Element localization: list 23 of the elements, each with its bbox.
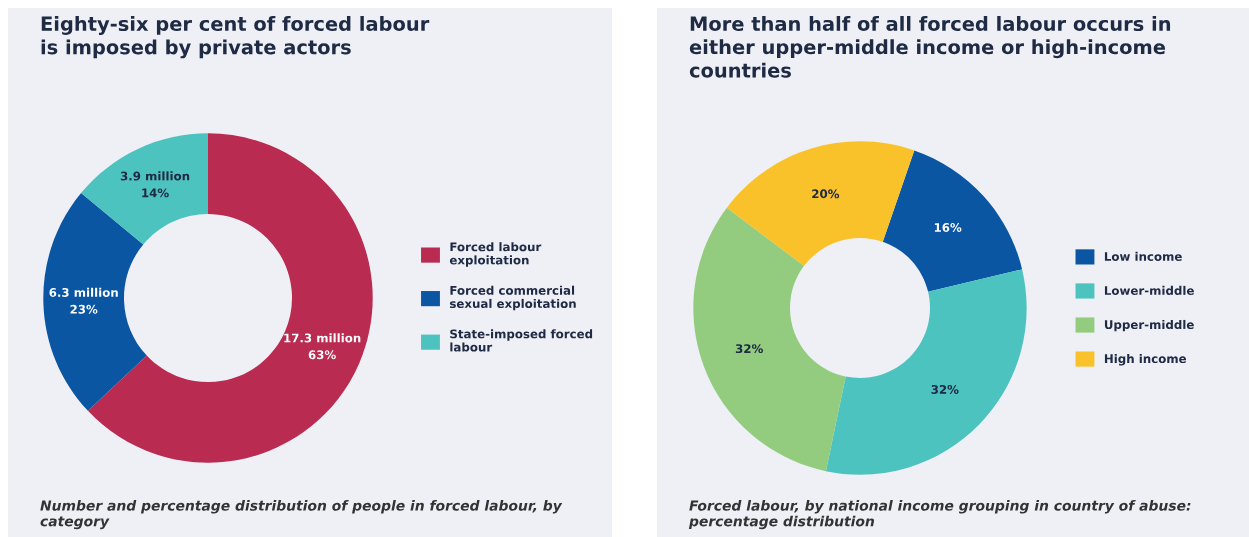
legend-label: Low income: [1104, 251, 1182, 261]
data-label: 17.3 million 63%: [284, 333, 361, 360]
chart-title: Eighty-six per cent of forced labour is imposed by private actors: [41, 16, 430, 59]
donut-slice: [693, 207, 846, 472]
legend-label: State-imposed forced labour: [450, 329, 593, 352]
donut-slice: [825, 269, 1027, 475]
data-label: 32%: [735, 344, 763, 354]
data-label: 16%: [934, 223, 962, 232]
text: Number and percentage distribution of people in forced labour, by category: [40, 500, 563, 530]
legend-label: Upper-middle: [1104, 319, 1194, 332]
chart-title: More than half of all forced labour occurs in either upper-middle income or high-income countries: [689, 16, 1171, 78]
donut-slice: [81, 133, 208, 245]
legend-label: Forced labour exploitation: [449, 242, 542, 267]
donut-slice: [726, 141, 915, 266]
text: Forced labour, by national income grouping in country of abuse: percentage distribution: [688, 500, 1191, 530]
legend-label: Forced commercial sexual exploitation: [449, 285, 576, 311]
donut-slice: [882, 150, 1023, 292]
legend-label: Lower-middle: [1104, 285, 1194, 295]
data-label: 6.3 million 23%: [49, 287, 118, 314]
data-label: 32%: [931, 384, 959, 394]
legend-label: High income: [1104, 353, 1187, 366]
data-label: 3.9 million 14%: [120, 171, 190, 198]
data-label: 20%: [812, 189, 840, 199]
